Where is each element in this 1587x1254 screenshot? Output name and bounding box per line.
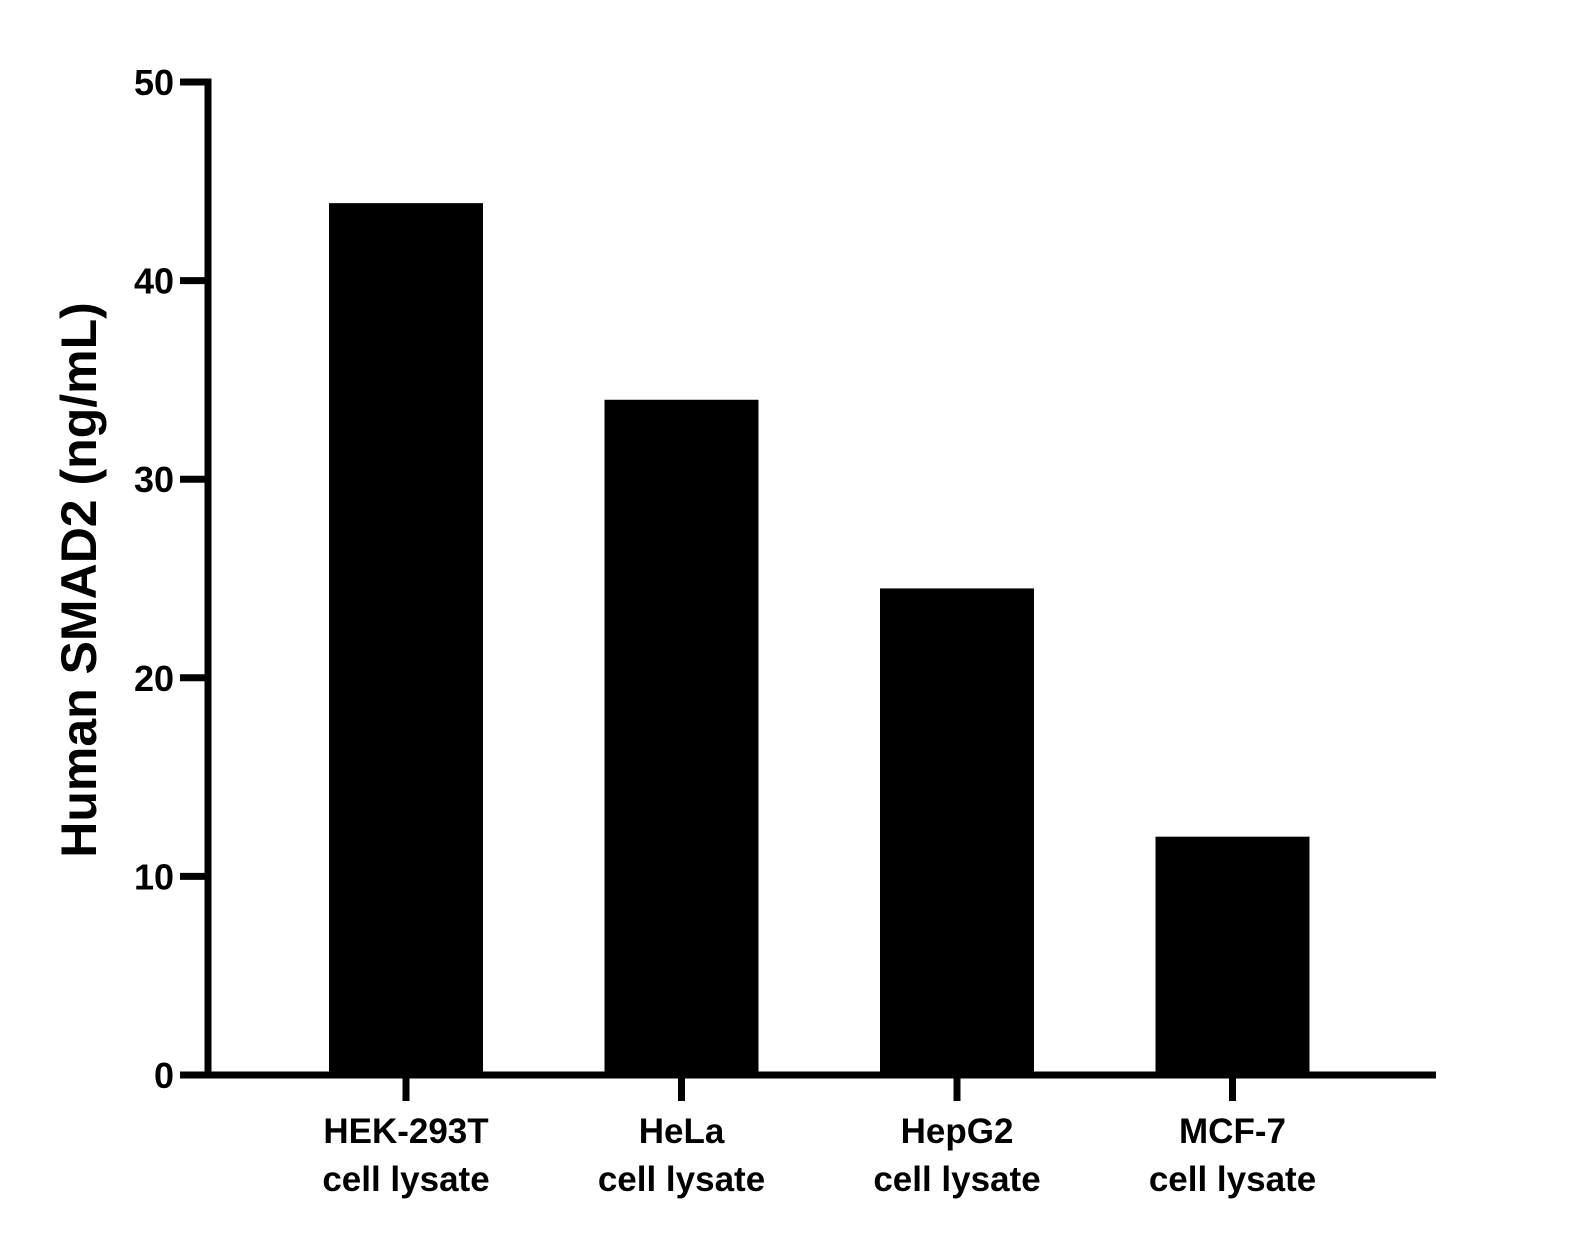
bar-1 bbox=[329, 203, 483, 1075]
x-category-label-line: cell lysate bbox=[1149, 1160, 1316, 1199]
x-category-label-line: MCF-7 bbox=[1179, 1112, 1286, 1151]
y-tick-label-40: 40 bbox=[134, 261, 174, 302]
x-category-label-line: HepG2 bbox=[901, 1112, 1014, 1151]
x-ticks-group: HEK-293T cell lysate HeLa cell lysate HepG2 c… bbox=[322, 1075, 1316, 1199]
x-category-label-line: HeLa bbox=[639, 1112, 725, 1151]
bar-3 bbox=[880, 588, 1034, 1075]
y-tick-label-30: 30 bbox=[134, 459, 174, 500]
y-tick-label-10: 10 bbox=[134, 856, 174, 897]
y-tick-label-0: 0 bbox=[154, 1055, 174, 1096]
bar-4 bbox=[1155, 836, 1310, 1075]
x-category-label-2: HeLa cell lysate bbox=[598, 1112, 765, 1199]
x-category-label-line: cell lysate bbox=[322, 1160, 489, 1199]
x-category-label-line: cell lysate bbox=[598, 1160, 765, 1199]
y-tick-label-50: 50 bbox=[134, 62, 174, 103]
x-category-label-1: HEK-293T cell lysate bbox=[322, 1112, 489, 1199]
bars-group bbox=[329, 203, 1310, 1075]
y-axis-title: Human SMAD2 (ng/mL) bbox=[51, 302, 107, 858]
x-category-label-4: MCF-7 cell lysate bbox=[1149, 1112, 1316, 1199]
bar-2 bbox=[604, 399, 759, 1075]
y-tick-label-20: 20 bbox=[134, 658, 174, 699]
y-ticks-group: 0 10 20 30 40 50 bbox=[134, 62, 208, 1096]
x-category-label-3: HepG2 cell lysate bbox=[873, 1112, 1040, 1199]
x-category-label-line: cell lysate bbox=[873, 1160, 1040, 1199]
x-category-label-line: HEK-293T bbox=[323, 1112, 488, 1151]
axes-group bbox=[180, 78, 1436, 1079]
